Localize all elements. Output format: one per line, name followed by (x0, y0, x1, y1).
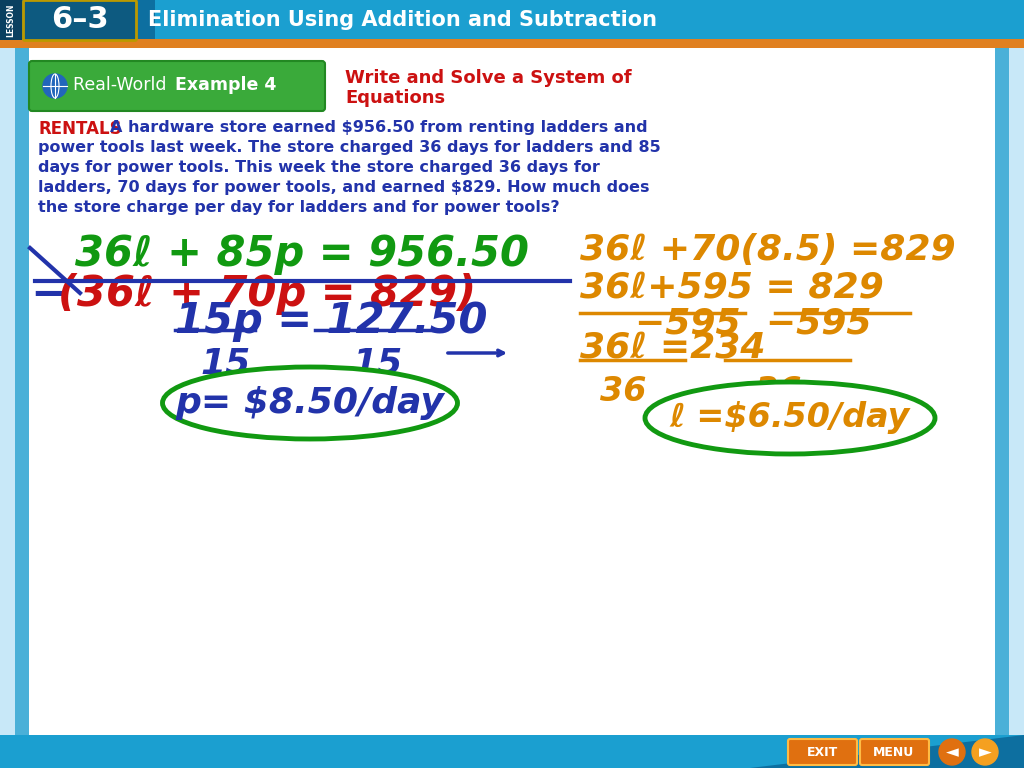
Text: ladders, 70 days for power tools, and earned $829. How much does: ladders, 70 days for power tools, and ea… (38, 180, 649, 195)
Text: Write and Solve a System of: Write and Solve a System of (345, 69, 632, 87)
Text: Example 4: Example 4 (175, 76, 276, 94)
Text: 36ℓ + 85p = 956.50: 36ℓ + 85p = 956.50 (75, 233, 529, 275)
FancyBboxPatch shape (15, 48, 1009, 736)
Polygon shape (750, 735, 1024, 768)
Text: Equations: Equations (345, 89, 445, 107)
FancyBboxPatch shape (0, 0, 155, 40)
Text: ►: ► (979, 743, 991, 761)
FancyBboxPatch shape (29, 61, 325, 111)
Ellipse shape (163, 367, 458, 439)
Text: 36: 36 (600, 375, 646, 408)
Text: −595  −595: −595 −595 (635, 307, 871, 341)
Text: Real-World: Real-World (73, 76, 172, 94)
FancyBboxPatch shape (860, 739, 929, 765)
Circle shape (939, 739, 965, 765)
Text: 15: 15 (200, 346, 250, 380)
FancyBboxPatch shape (0, 39, 1024, 48)
FancyBboxPatch shape (0, 735, 1024, 768)
Text: 15p = 127.50: 15p = 127.50 (175, 300, 487, 342)
Text: days for power tools. This week the store charged 36 days for: days for power tools. This week the stor… (38, 160, 600, 175)
Text: p= $8.50/day: p= $8.50/day (175, 386, 444, 420)
FancyBboxPatch shape (0, 0, 22, 40)
Text: the store charge per day for ladders and for power tools?: the store charge per day for ladders and… (38, 200, 560, 215)
Text: 6–3: 6–3 (51, 5, 109, 35)
Circle shape (972, 739, 998, 765)
Circle shape (43, 74, 67, 98)
Text: −: − (30, 273, 68, 316)
Text: A hardware store earned $956.50 from renting ladders and: A hardware store earned $956.50 from ren… (110, 120, 647, 135)
Ellipse shape (645, 382, 935, 454)
Text: RENTALS: RENTALS (38, 120, 122, 138)
Text: LESSON: LESSON (6, 3, 15, 37)
Text: (36ℓ + 70p = 829): (36ℓ + 70p = 829) (58, 273, 476, 315)
FancyBboxPatch shape (0, 0, 1024, 40)
Text: 15: 15 (352, 346, 402, 380)
Text: 36ℓ+595 = 829: 36ℓ+595 = 829 (580, 270, 884, 304)
Text: 36: 36 (755, 375, 802, 408)
FancyBboxPatch shape (24, 1, 136, 41)
Text: MENU: MENU (873, 746, 914, 759)
FancyBboxPatch shape (15, 48, 29, 736)
Text: Elimination Using Addition and Subtraction: Elimination Using Addition and Subtracti… (148, 10, 657, 30)
Text: power tools last week. The store charged 36 days for ladders and 85: power tools last week. The store charged… (38, 140, 660, 155)
Text: 36ℓ =234: 36ℓ =234 (580, 330, 766, 364)
Text: ◄: ◄ (945, 743, 958, 761)
Text: ℓ =$6.50/day: ℓ =$6.50/day (670, 402, 910, 435)
Text: 36ℓ +70(8.5) =829: 36ℓ +70(8.5) =829 (580, 233, 955, 267)
Text: EXIT: EXIT (806, 746, 838, 759)
FancyBboxPatch shape (788, 739, 857, 765)
FancyBboxPatch shape (995, 48, 1009, 736)
